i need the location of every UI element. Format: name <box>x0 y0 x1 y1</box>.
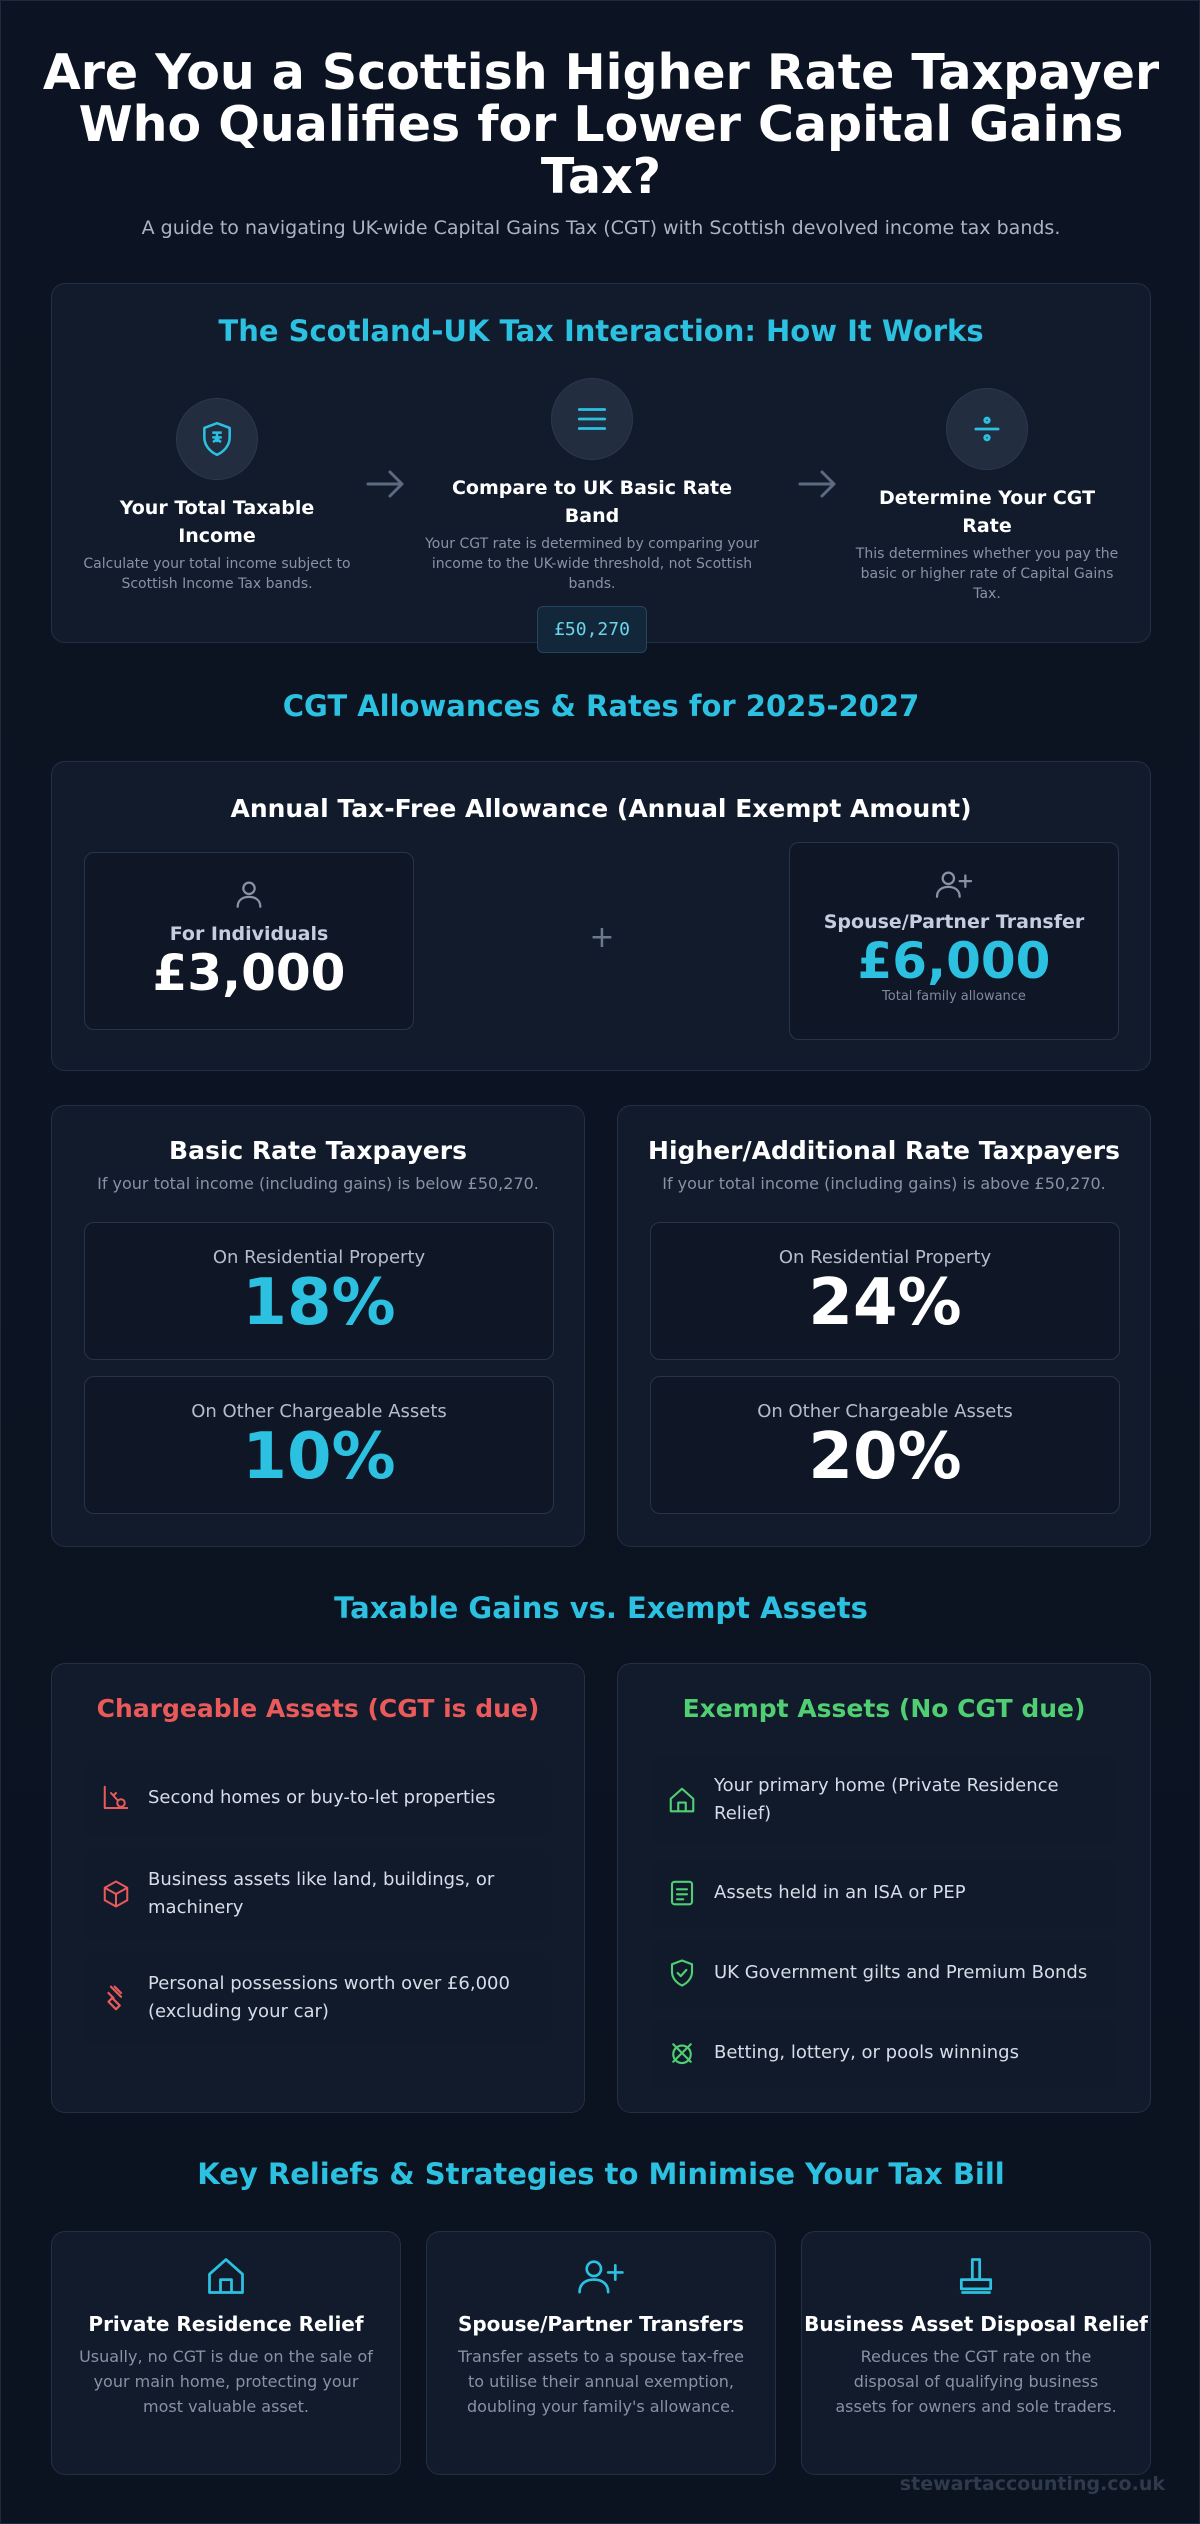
list-icon <box>551 378 633 460</box>
step-compare: Compare to UK Basic Rate Band Your CGT r… <box>422 378 762 653</box>
rate-value: 10% <box>242 1420 396 1494</box>
ticket-icon <box>650 2038 714 2068</box>
individual-allowance: For Individuals £3,000 <box>84 852 414 1030</box>
gem-icon <box>84 1983 148 2013</box>
arrow-right-icon <box>366 470 404 498</box>
higher-residential-box: On Residential Property 24% <box>650 1222 1120 1360</box>
page-subtitle: A guide to navigating UK-wide Capital Ga… <box>141 217 1061 239</box>
rate-label: On Other Chargeable Assets <box>191 1401 447 1422</box>
higher-rate-card: Higher/Additional Rate Taxpayers If your… <box>617 1105 1151 1547</box>
hero: Are You a Scottish Higher Rate Taxpayer … <box>1 44 1200 240</box>
rate-label: On Residential Property <box>212 1247 426 1268</box>
relief-title: Private Residence Relief <box>88 2312 364 2336</box>
step-total-income: Your Total Taxable Income Calculate your… <box>82 398 352 594</box>
reliefs-section-title: Key Reliefs & Strategies to Minimise You… <box>197 2157 1005 2191</box>
allowance-card: Annual Tax-Free Allowance (Annual Exempt… <box>51 761 1151 1071</box>
asset-text: Your primary home (Private Residence Rel… <box>714 1775 1059 1824</box>
list-item: UK Government gilts and Premium Bonds <box>650 1938 1118 2008</box>
allowances-section-title: CGT Allowances & Rates for 2025-2027 <box>282 689 920 723</box>
page-title: Are You a Scottish Higher Rate Taxpayer … <box>42 44 1160 205</box>
arrow-right-icon <box>798 470 836 498</box>
shield-icon <box>176 398 258 480</box>
asset-text: Assets held in an ISA or PEP <box>714 1882 966 1903</box>
divide-icon <box>946 388 1028 470</box>
step-desc: Calculate your total income subject to S… <box>83 556 351 592</box>
step-title: Your Total Taxable Income <box>119 497 315 547</box>
footer-brand: stewartaccounting.co.uk <box>899 2473 1165 2495</box>
user-plus-icon <box>427 2254 775 2298</box>
step-title: Compare to UK Basic Rate Band <box>451 477 733 527</box>
spouse-allowance: Spouse/Partner Transfer £6,000 Total fam… <box>789 842 1119 1040</box>
chargeable-assets-card: Chargeable Assets (CGT is due) Second ho… <box>51 1663 585 2113</box>
list-item: Personal possessions worth over £6,000 (… <box>84 1952 552 2044</box>
basic-rate-card: Basic Rate Taxpayers If your total incom… <box>51 1105 585 1547</box>
rate-label: On Residential Property <box>778 1247 992 1268</box>
plus-sign: + <box>589 920 615 955</box>
rate-value: 20% <box>808 1420 962 1494</box>
home-icon <box>650 1785 714 1815</box>
exempt-assets-card: Exempt Assets (No CGT due) Your primary … <box>617 1663 1151 2113</box>
asset-text: Betting, lottery, or pools winnings <box>714 2042 1019 2063</box>
assets-section-title: Taxable Gains vs. Exempt Assets <box>334 1591 868 1625</box>
rate-label: On Other Chargeable Assets <box>757 1401 1013 1422</box>
home-icon <box>52 2254 400 2298</box>
relief-card-spouse-transfer: Spouse/Partner Transfers Transfer assets… <box>426 2231 776 2475</box>
step-title: Determine Your CGT Rate <box>878 487 1096 537</box>
rate-value: 18% <box>242 1266 396 1340</box>
threshold-badge: £50,270 <box>537 606 647 653</box>
basic-rate-sub: If your total income (including gains) i… <box>97 1174 539 1193</box>
higher-rate-title: Higher/Additional Rate Taxpayers <box>648 1136 1120 1165</box>
step-desc: This determines whether you pay the basi… <box>855 546 1119 602</box>
asset-text: Personal possessions worth over £6,000 (… <box>148 1973 510 2022</box>
allowance-title: Annual Tax-Free Allowance (Annual Exempt… <box>230 794 972 823</box>
individual-value: £3,000 <box>152 944 346 1002</box>
spouse-value: £6,000 <box>857 932 1051 990</box>
asset-text: UK Government gilts and Premium Bonds <box>714 1962 1088 1983</box>
interaction-card: The Scotland-UK Tax Interaction: How It … <box>51 283 1151 653</box>
relief-desc: Transfer assets to a spouse tax-free to … <box>457 2347 745 2416</box>
list-item: Betting, lottery, or pools winnings <box>650 2018 1118 2088</box>
relief-card-business-asset: Business Asset Disposal Relief Reduces t… <box>801 2231 1151 2475</box>
list-item: Second homes or buy-to-let properties <box>84 1760 552 1836</box>
interaction-title: The Scotland-UK Tax Interaction: How It … <box>218 314 984 348</box>
asset-text: Business assets like land, buildings, or… <box>148 1869 495 1918</box>
relief-desc: Usually, no CGT is due on the sale of yo… <box>79 2347 373 2416</box>
chargeable-title: Chargeable Assets (CGT is due) <box>96 1694 540 1723</box>
basic-rate-title: Basic Rate Taxpayers <box>169 1136 467 1165</box>
individual-label: For Individuals <box>169 923 329 945</box>
higher-rate-sub: If your total income (including gains) i… <box>662 1174 1106 1193</box>
exempt-title: Exempt Assets (No CGT due) <box>682 1694 1086 1723</box>
shield-check-icon <box>650 1958 714 1988</box>
list-item: Assets held in an ISA or PEP <box>650 1858 1118 1928</box>
stamp-icon <box>802 2254 1150 2298</box>
step-determine: Determine Your CGT Rate This determines … <box>852 388 1122 604</box>
relief-title: Spouse/Partner Transfers <box>457 2312 745 2336</box>
spouse-note: Total family allowance <box>882 989 1026 1004</box>
list-item: Your primary home (Private Residence Rel… <box>650 1754 1118 1846</box>
key-icon <box>84 1783 148 1813</box>
relief-title: Business Asset Disposal Relief <box>804 2312 1148 2336</box>
spouse-label: Spouse/Partner Transfer <box>823 911 1085 933</box>
user-plus-icon <box>790 867 1118 901</box>
user-icon <box>85 877 413 911</box>
document-icon <box>650 1878 714 1908</box>
basic-residential-box: On Residential Property 18% <box>84 1222 554 1360</box>
basic-other-box: On Other Chargeable Assets 10% <box>84 1376 554 1514</box>
relief-desc: Reduces the CGT rate on the disposal of … <box>835 2347 1117 2416</box>
step-desc: Your CGT rate is determined by comparing… <box>425 536 759 592</box>
rate-value: 24% <box>808 1266 962 1340</box>
asset-text: Second homes or buy-to-let properties <box>148 1787 496 1808</box>
box-icon <box>84 1879 148 1909</box>
list-item: Business assets like land, buildings, or… <box>84 1848 552 1940</box>
higher-other-box: On Other Chargeable Assets 20% <box>650 1376 1120 1514</box>
relief-card-private-residence: Private Residence Relief Usually, no CGT… <box>51 2231 401 2475</box>
